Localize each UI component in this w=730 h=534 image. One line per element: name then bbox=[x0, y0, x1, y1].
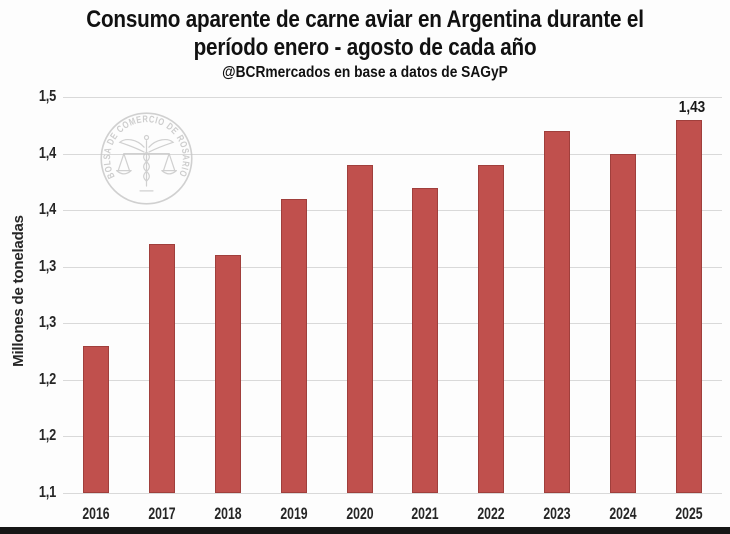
x-tick-label-2020: 2020 bbox=[345, 504, 374, 523]
chart-header: Consumo aparente de carne aviar en Argen… bbox=[51, 6, 679, 82]
y-tick-label: 1,3 bbox=[38, 257, 56, 275]
x-tick-label-2024: 2024 bbox=[609, 504, 637, 523]
gridline-1_2 bbox=[63, 436, 722, 438]
bar-2017 bbox=[148, 244, 175, 493]
chart-title-line2: período enero - agosto de cada año bbox=[193, 34, 537, 61]
bar-2016 bbox=[82, 345, 109, 493]
gridline-1_4 bbox=[63, 210, 722, 212]
gridline-1_3 bbox=[63, 323, 722, 325]
gridline-1_1 bbox=[63, 493, 722, 494]
bar-2023 bbox=[544, 130, 571, 493]
y-tick-label: 1,4 bbox=[38, 144, 56, 162]
x-tick-label-2018: 2018 bbox=[214, 504, 242, 523]
chart-subtitle: @BCRmercados en base a datos de SAGyP bbox=[222, 64, 508, 81]
x-tick-label-2025: 2025 bbox=[675, 504, 703, 523]
gridline-1_3 bbox=[63, 266, 722, 268]
y-tick-label: 1,3 bbox=[38, 314, 56, 332]
x-tick-label-2016: 2016 bbox=[82, 504, 110, 523]
seal-ring bbox=[100, 112, 193, 205]
bar-2024 bbox=[610, 153, 637, 493]
bcr-watermark-seal: BOLSA DE COMERCIO DE ROSARIO bbox=[100, 112, 193, 205]
bar-2025 bbox=[676, 119, 703, 493]
bar-2022 bbox=[478, 164, 505, 493]
y-tick-label: 1,2 bbox=[38, 427, 56, 445]
caduceus-scales-icon bbox=[115, 134, 178, 192]
bottom-border-strip bbox=[0, 527, 730, 534]
bar-2020 bbox=[346, 164, 373, 493]
y-axis-title: Millones de toneladas bbox=[10, 215, 27, 367]
y-tick-label: 1,1 bbox=[38, 484, 56, 501]
x-tick-label-2022: 2022 bbox=[477, 504, 505, 523]
bar-2021 bbox=[412, 187, 439, 493]
bar-2019 bbox=[280, 198, 307, 493]
x-tick-label-2023: 2023 bbox=[543, 504, 571, 523]
y-tick-label: 1,2 bbox=[38, 370, 56, 388]
bar-value-label-2025: 1,43 bbox=[678, 98, 706, 116]
gridline-1_5 bbox=[63, 97, 722, 98]
y-tick-label: 1,4 bbox=[38, 201, 56, 219]
gridline-1_2 bbox=[63, 379, 722, 381]
bar-2018 bbox=[214, 255, 241, 493]
x-tick-label-2021: 2021 bbox=[411, 504, 440, 523]
plot-area bbox=[63, 97, 722, 494]
y-tick-label: 1,5 bbox=[38, 88, 56, 105]
x-tick-label-2019: 2019 bbox=[280, 504, 308, 523]
chart-title-line1: Consumo aparente de carne aviar en Argen… bbox=[86, 6, 644, 33]
x-tick-label-2017: 2017 bbox=[148, 504, 176, 523]
gridline-1_4 bbox=[63, 153, 722, 155]
